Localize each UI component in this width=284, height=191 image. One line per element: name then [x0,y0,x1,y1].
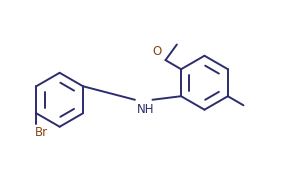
Text: NH: NH [137,103,155,116]
Text: Br: Br [35,126,48,139]
Text: O: O [153,45,162,58]
